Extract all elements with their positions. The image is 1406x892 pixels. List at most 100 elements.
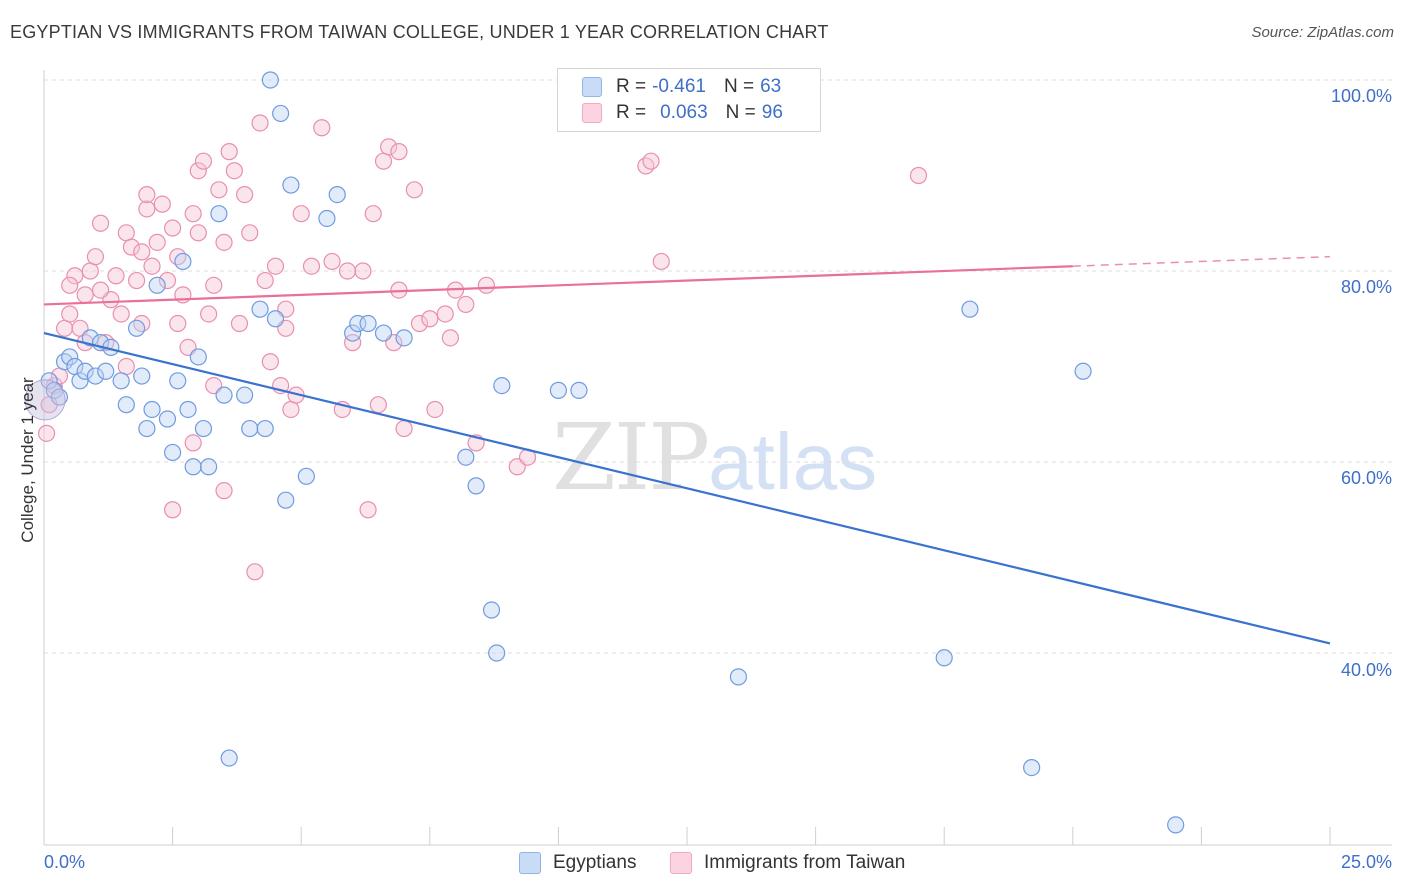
data-point	[359, 501, 377, 519]
legend-r-label: R =	[616, 102, 647, 123]
data-point	[549, 381, 568, 399]
legend-n-label: N =	[723, 76, 755, 97]
watermark-atlas: atlas	[708, 417, 878, 506]
data-point	[323, 252, 341, 271]
source-label: Source: ZipAtlas.com	[1251, 24, 1394, 41]
data-point	[344, 334, 362, 352]
data-point	[71, 372, 89, 390]
data-point	[148, 276, 166, 294]
trend-line-taiwan	[43, 265, 1073, 306]
data-point	[169, 248, 187, 266]
legend-swatch	[670, 852, 692, 874]
legend-swatch	[582, 77, 602, 97]
data-point	[153, 195, 171, 213]
data-point	[266, 310, 285, 328]
data-point	[225, 162, 243, 180]
data-point	[395, 329, 413, 347]
data-point	[344, 324, 362, 342]
legend-swatch	[582, 103, 602, 123]
data-point	[210, 181, 228, 199]
legend-label: Egyptians	[553, 852, 637, 873]
data-point	[241, 419, 259, 438]
legend-item-taiwan[interactable]: Immigrants from Taiwan	[670, 852, 905, 874]
data-point	[935, 649, 953, 667]
data-point	[215, 386, 233, 404]
data-point	[158, 271, 177, 290]
legend-r-label: R =	[616, 76, 647, 97]
data-point	[220, 749, 238, 767]
data-point	[297, 467, 315, 485]
legend-n-label: N =	[725, 102, 756, 123]
data-point	[133, 243, 151, 261]
data-point	[338, 262, 357, 280]
data-point	[380, 138, 398, 156]
data-point	[369, 396, 387, 414]
data-point	[158, 410, 177, 428]
legend-label: Immigrants from Taiwan	[704, 852, 906, 873]
data-point	[133, 367, 151, 385]
data-point	[318, 209, 336, 228]
data-point	[410, 314, 429, 333]
data-point	[256, 419, 274, 438]
trend-line-taiwan-extension	[1072, 255, 1331, 267]
data-point	[261, 353, 279, 371]
trend-line-egyptians	[43, 332, 1331, 645]
data-point	[55, 319, 74, 337]
data-point	[138, 186, 156, 204]
data-point	[127, 319, 146, 337]
data-point	[138, 419, 156, 438]
data-point	[122, 238, 141, 256]
chart-title: EGYPTIAN VS IMMIGRANTS FROM TAIWAN COLLE…	[10, 22, 829, 42]
data-point	[61, 276, 79, 294]
data-point	[179, 400, 197, 419]
data-point	[86, 248, 105, 266]
data-point	[184, 434, 202, 452]
data-point	[189, 348, 207, 366]
data-point	[112, 372, 130, 390]
data-point	[112, 305, 130, 323]
y-tick-label: 80.0%	[1340, 277, 1392, 297]
legend-item-egyptians[interactable]: Egyptians	[519, 852, 636, 874]
x-tick-label: 25.0%	[1340, 852, 1392, 872]
data-point	[236, 386, 254, 404]
data-point	[426, 400, 444, 419]
data-point	[277, 491, 295, 509]
x-tick-label: 0.0%	[44, 852, 86, 872]
y-tick-label: 100.0%	[1330, 86, 1392, 106]
data-point	[184, 205, 202, 223]
data-point	[266, 257, 285, 275]
data-point	[37, 424, 56, 442]
data-point	[282, 176, 300, 194]
legend-row-egyptians: R = -0.461 N = 63	[582, 76, 781, 98]
data-point	[61, 348, 79, 366]
legend: R = -0.461 N = 63 R = 0.063 N = 96	[557, 68, 821, 132]
bottom-legend: Egyptians Immigrants from Taiwan	[0, 852, 1406, 876]
legend-r-value: -0.461	[652, 76, 706, 97]
data-point	[138, 200, 156, 218]
data-point	[570, 381, 588, 399]
data-point	[328, 186, 346, 204]
data-point	[441, 329, 459, 347]
data-point	[272, 104, 290, 123]
data-point	[148, 233, 166, 251]
data-point	[97, 362, 115, 380]
legend-swatch	[519, 852, 541, 874]
data-point	[215, 233, 233, 251]
data-point	[292, 205, 310, 223]
data-point	[1167, 816, 1185, 834]
data-point	[164, 219, 182, 237]
data-point	[251, 114, 269, 132]
data-point	[374, 152, 393, 170]
data-point	[127, 271, 146, 290]
data-point	[477, 276, 495, 294]
data-point	[395, 419, 413, 438]
data-point	[215, 482, 233, 500]
data-point	[256, 271, 274, 290]
watermark-zip: ZIP	[552, 404, 710, 511]
data-point	[164, 501, 182, 519]
data-point	[652, 252, 670, 271]
data-point	[261, 71, 279, 89]
data-point	[436, 305, 454, 323]
watermark: ZIPatlas	[552, 404, 877, 511]
data-point	[184, 458, 202, 476]
